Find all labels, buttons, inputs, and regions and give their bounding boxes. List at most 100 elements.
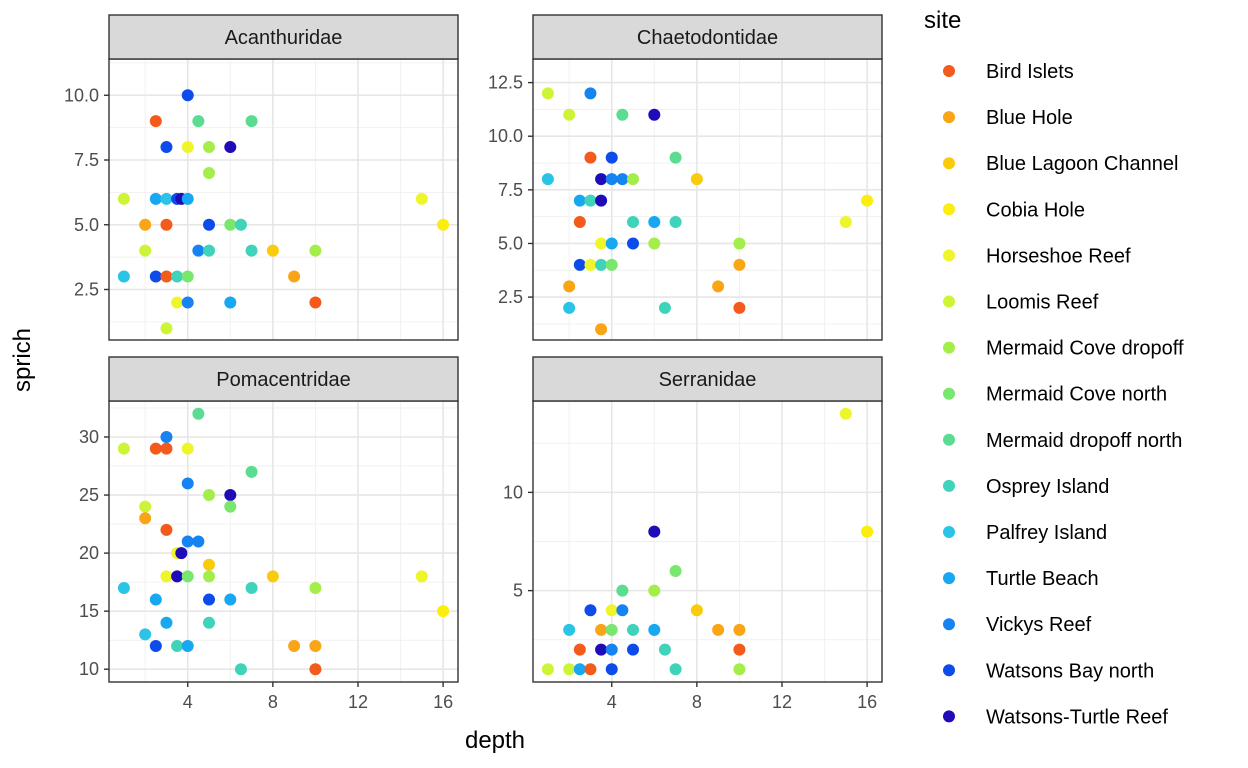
legend-key (943, 479, 955, 492)
legend-label: Watsons-Turtle Reef (986, 706, 1168, 728)
panel-chaetodontidae: Chaetodontidae 2.5 5.0 7.5 10.0 12.5 (488, 14, 883, 341)
data-point (203, 489, 216, 502)
data-point (203, 166, 216, 179)
legend-item: Horseshoe Reef (943, 245, 1131, 267)
data-point (149, 442, 162, 455)
legend-label: Watsons Bay north (986, 660, 1154, 682)
points (117, 89, 450, 335)
legend-label: Vickys Reef (986, 614, 1092, 636)
data-point (192, 407, 205, 420)
data-point (181, 89, 194, 102)
data-point (266, 570, 279, 583)
data-point (690, 604, 703, 617)
data-point (733, 623, 746, 636)
data-point (192, 115, 205, 128)
data-point (149, 593, 162, 606)
data-point (563, 623, 576, 636)
data-point (669, 216, 682, 229)
data-point (160, 218, 173, 231)
data-point (149, 640, 162, 653)
data-point (595, 323, 608, 336)
legend-item: Mermaid dropoff north (943, 430, 1182, 452)
x-axis: 4 8 12 16 (183, 682, 453, 712)
data-point (563, 280, 576, 293)
y-tick-label: 20 (79, 543, 99, 563)
data-point (616, 108, 629, 121)
data-point (181, 296, 194, 309)
y-tick-label: 12.5 (488, 73, 523, 93)
legend-key (943, 295, 955, 308)
data-point (541, 87, 554, 100)
data-point (171, 270, 184, 283)
legend: site Bird Islets Blue Hole Blue Lagoon Cha… (924, 7, 1184, 728)
data-point (733, 301, 746, 314)
x-tick-label: 16 (857, 692, 877, 712)
data-point (160, 570, 173, 583)
data-point (288, 640, 301, 653)
data-point (733, 663, 746, 676)
legend-item: Watsons Bay north (943, 660, 1154, 682)
legend-label: Blue Lagoon Channel (986, 153, 1178, 175)
data-point (839, 216, 852, 229)
data-point (584, 194, 597, 207)
strip-background (108, 14, 459, 60)
points (117, 407, 450, 676)
data-point (117, 442, 130, 455)
data-point (415, 570, 428, 583)
data-point (203, 218, 216, 231)
y-tick-label: 10 (503, 482, 523, 502)
data-point (541, 663, 554, 676)
minor-gridlines (533, 401, 882, 682)
data-point (160, 430, 173, 443)
data-point (605, 623, 618, 636)
legend-label: Mermaid Cove dropoff (986, 338, 1184, 360)
data-point (733, 643, 746, 656)
data-point (224, 500, 237, 513)
data-point (288, 270, 301, 283)
data-point (595, 237, 608, 250)
panel-pomacentridae: Pomacentridae 10 15 20 25 30 4 8 12 16 (79, 356, 459, 712)
x-tick-label: 8 (692, 692, 702, 712)
legend-key (943, 572, 955, 585)
data-point (669, 151, 682, 164)
data-point (181, 192, 194, 205)
data-point (595, 643, 608, 656)
data-point (160, 192, 173, 205)
data-point (192, 535, 205, 548)
data-point (139, 244, 152, 257)
legend-label: Cobia Hole (986, 199, 1085, 221)
y-tick-label: 10.0 (488, 126, 523, 146)
y-axis: 2.5 5.0 7.5 10.0 (64, 85, 109, 299)
data-point (669, 564, 682, 577)
data-point (149, 192, 162, 205)
data-point (266, 244, 279, 257)
major-gridlines (533, 401, 882, 682)
data-point (648, 237, 661, 250)
data-point (605, 663, 618, 676)
legend-item: Palfrey Island (943, 522, 1107, 544)
legend-item: Vickys Reef (943, 614, 1092, 636)
data-point (605, 604, 618, 617)
data-point (605, 173, 618, 186)
data-point (117, 581, 130, 594)
legend-label: Turtle Beach (986, 568, 1099, 590)
data-point (595, 258, 608, 271)
data-point (563, 301, 576, 314)
data-point (669, 663, 682, 676)
data-point (203, 616, 216, 629)
data-point (648, 108, 661, 121)
data-point (181, 141, 194, 154)
legend-label: Mermaid dropoff north (986, 430, 1182, 452)
data-point (224, 489, 237, 502)
y-tick-label: 30 (79, 427, 99, 447)
data-point (203, 558, 216, 571)
y-tick-label: 7.5 (498, 180, 523, 200)
points (541, 87, 874, 336)
legend-key (943, 111, 955, 124)
data-point (117, 270, 130, 283)
data-point (224, 141, 237, 154)
points (541, 407, 874, 676)
data-point (616, 604, 629, 617)
data-point (605, 643, 618, 656)
legend-label: Mermaid Cove north (986, 384, 1167, 406)
